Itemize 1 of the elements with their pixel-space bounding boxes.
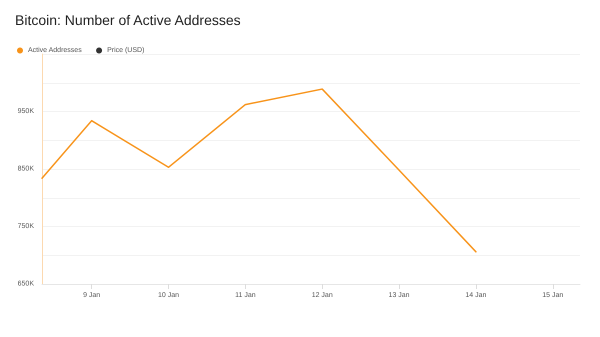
chart-title: Bitcoin: Number of Active Addresses [15, 12, 241, 28]
